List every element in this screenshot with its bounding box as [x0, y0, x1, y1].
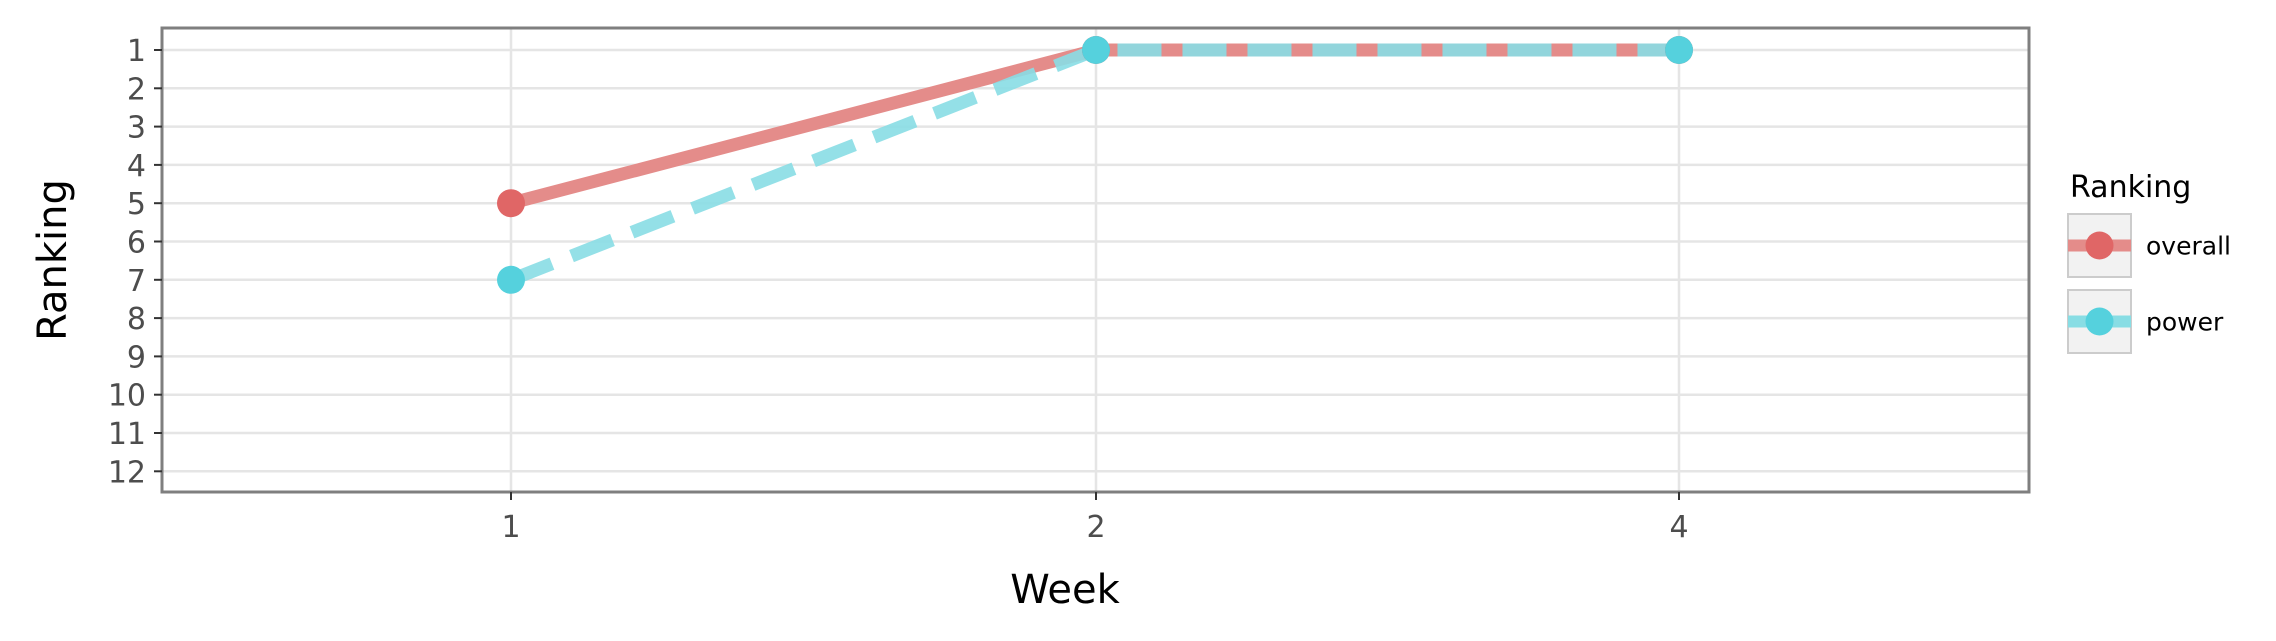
y-tick-label: 5	[127, 187, 146, 222]
series-points	[497, 36, 1693, 294]
legend-entry-overall: overall	[2067, 213, 2231, 278]
legend-label-power: power	[2146, 308, 2224, 337]
y-tick-label: 4	[127, 149, 146, 184]
data-point-power	[1665, 36, 1693, 64]
y-tick-label: 7	[127, 264, 146, 299]
x-axis-ticks: 1 2 4	[501, 492, 1689, 545]
legend-key-point	[2085, 307, 2114, 336]
legend-entry-power: power	[2067, 289, 2224, 354]
y-tick-label: 12	[108, 455, 146, 490]
gridlines	[162, 28, 2029, 492]
y-tick-label: 2	[127, 72, 146, 107]
data-point-overall	[497, 189, 525, 218]
y-tick-label: 8	[127, 302, 146, 337]
y-tick-label: 1	[127, 34, 146, 69]
data-point-power	[1082, 36, 1110, 64]
x-tick-label: 1	[501, 510, 520, 545]
x-axis-title: Week	[1010, 567, 1120, 613]
y-tick-label: 9	[127, 340, 146, 375]
y-tick-label: 10	[108, 379, 146, 414]
y-tick-label: 11	[108, 417, 146, 452]
y-tick-label: 3	[127, 111, 146, 146]
data-point-power	[497, 265, 525, 294]
legend-label-overall: overall	[2146, 232, 2231, 261]
x-tick-label: 4	[1669, 510, 1688, 545]
x-tick-label: 2	[1086, 510, 1105, 545]
legend: Ranking overall power	[2067, 170, 2231, 354]
y-tick-label: 6	[127, 226, 146, 261]
y-axis-title: Ranking	[30, 179, 76, 341]
legend-title: Ranking	[2070, 170, 2191, 205]
legend-key-point	[2085, 231, 2114, 260]
